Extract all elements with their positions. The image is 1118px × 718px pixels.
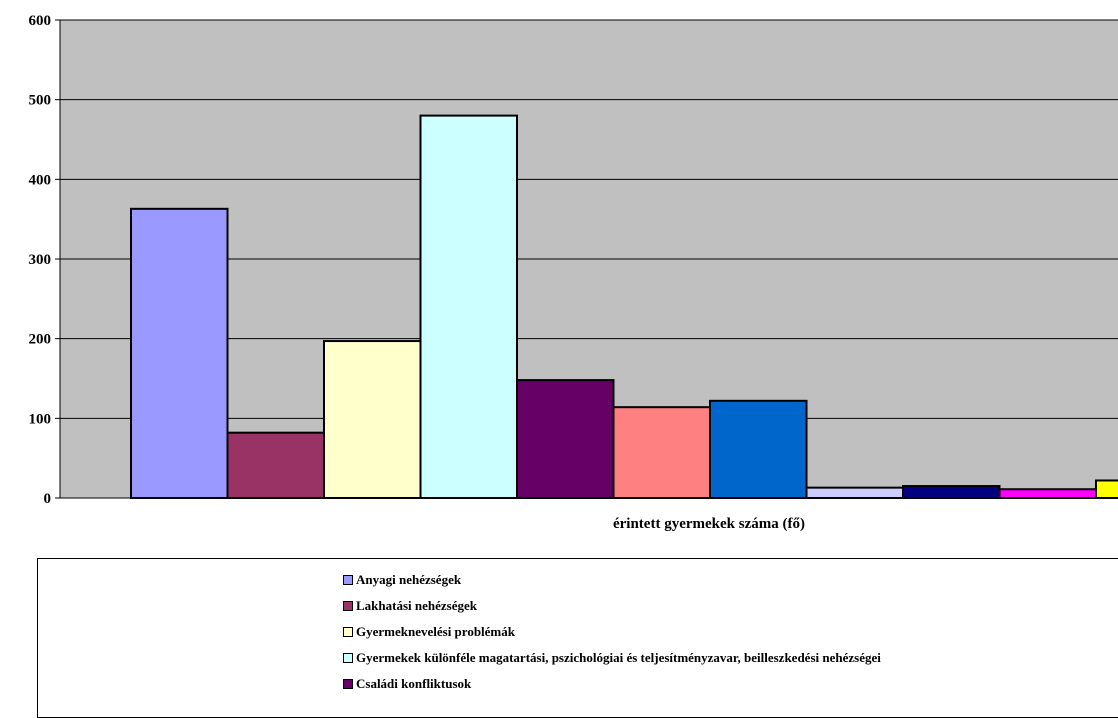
legend-label: Lakhatási nehézségek — [356, 598, 477, 614]
legend-item: Gyermekek különféle magatartási, pszicho… — [343, 645, 881, 671]
y-tick-label: 100 — [29, 411, 52, 427]
legend-list: Anyagi nehézségek Lakhatási nehézségek Gye… — [343, 567, 881, 697]
bar — [131, 209, 228, 498]
bar — [1096, 480, 1118, 498]
bar — [903, 486, 1000, 498]
legend-item: Anyagi nehézségek — [343, 567, 881, 593]
legend-item: Családi konfliktusok — [343, 671, 881, 697]
bar-chart: 0 100 200 300 400 500 600 érintett gyermekek s… — [0, 0, 1118, 558]
legend-label: Gyermekek különféle magatartási, pszicho… — [356, 650, 881, 666]
bar — [228, 433, 325, 498]
legend-swatch — [343, 601, 353, 611]
bar — [614, 407, 711, 498]
bar — [1000, 489, 1097, 498]
legend-item: Lakhatási nehézségek — [343, 593, 881, 619]
bar — [421, 116, 518, 498]
legend-swatch — [343, 679, 353, 689]
y-tick-label: 300 — [29, 252, 52, 268]
legend-swatch — [343, 653, 353, 663]
legend-label: Családi konfliktusok — [356, 676, 471, 692]
bar — [710, 401, 807, 498]
bar — [807, 488, 904, 498]
legend-item: Gyermeknevelési problémák — [343, 619, 881, 645]
bar — [324, 341, 421, 498]
legend-swatch — [343, 575, 353, 585]
legend-swatch — [343, 627, 353, 637]
y-tick-label: 600 — [29, 13, 52, 29]
legend: Anyagi nehézségek Lakhatási nehézségek Gye… — [37, 558, 1118, 718]
y-tick-label: 500 — [29, 93, 52, 109]
x-axis-label: érintett gyermekek száma (fő) — [613, 516, 805, 532]
legend-label: Gyermeknevelési problémák — [356, 624, 515, 640]
legend-label: Anyagi nehézségek — [356, 572, 461, 588]
bar — [517, 380, 614, 498]
y-tick-label: 400 — [29, 172, 52, 188]
y-tick-label: 200 — [29, 332, 52, 348]
y-tick-label: 0 — [44, 491, 52, 507]
